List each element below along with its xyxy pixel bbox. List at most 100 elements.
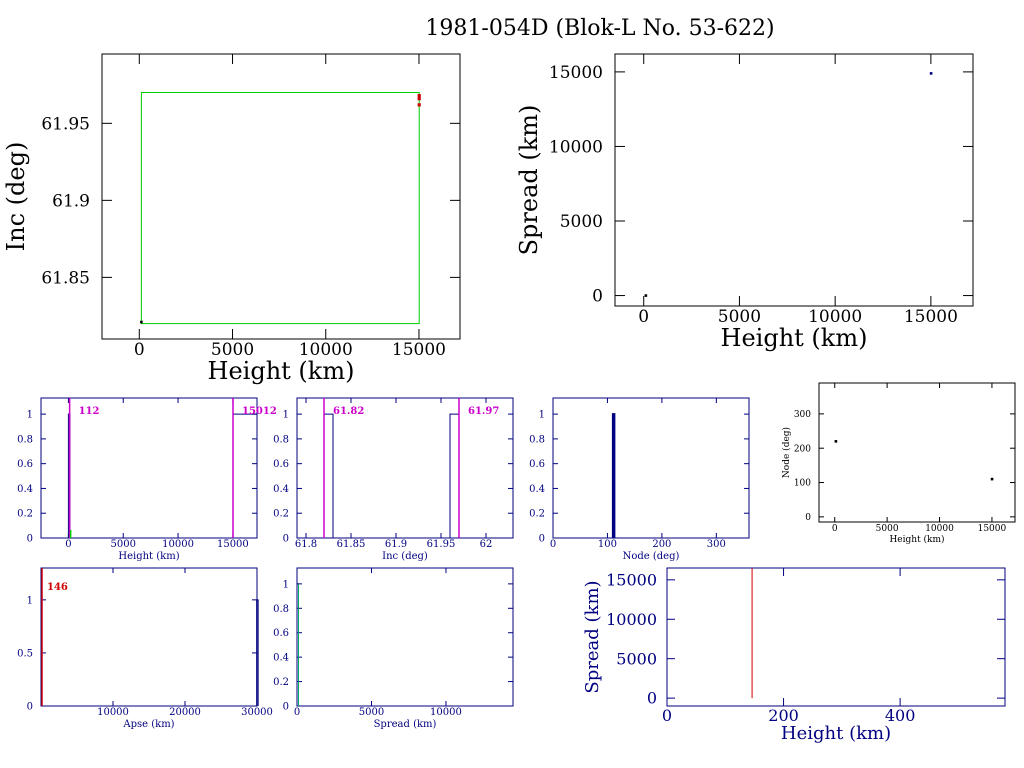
- y-tick-label: 10000: [549, 137, 603, 157]
- panel-inc-hist: 61.8 61.85 61.9 61.95 62 0 0.2 0.4 0.6 0.8 1 Inc (d…: [273, 397, 514, 562]
- x-axis-label: Height (km): [208, 357, 355, 385]
- y-tick-label: 0.4: [529, 484, 545, 495]
- x-tick-label: 5000: [718, 307, 761, 327]
- x-tick-label: 0: [294, 707, 300, 718]
- y-tick-label: 5000: [560, 212, 603, 232]
- panel-node-vs-height: 0 5000 10000 15000 0 100 200 300 Height (km) Node…: [781, 382, 1016, 545]
- y-tick-label: 0.5: [17, 648, 33, 659]
- y-tick-label: 10000: [606, 610, 657, 629]
- x-tick-label: 0: [65, 539, 71, 550]
- y-tick-label: 1: [27, 410, 33, 421]
- x-tick-label: 10000: [808, 307, 862, 327]
- y-tick-label: 1: [539, 410, 545, 421]
- panel-spread-vs-height: 0 5000 10000 15000 0 5000 10000 15000 Height (km…: [515, 53, 974, 352]
- data-point: [417, 103, 421, 107]
- histogram-bar: [323, 413, 334, 538]
- plot-frame: [818, 382, 1016, 523]
- plot-frame: [40, 397, 258, 539]
- y-tick-label: 0: [592, 287, 603, 307]
- y-tick-label: 0.8: [17, 434, 33, 445]
- histogram-bar: [256, 599, 259, 706]
- y-tick-label: 0.2: [273, 677, 289, 688]
- plot-frame: [666, 567, 1006, 707]
- x-axis-label: Spread (km): [374, 719, 437, 730]
- y-tick-label: 0: [805, 513, 811, 523]
- y-tick-label: 0: [27, 534, 33, 545]
- x-tick-label: 61.85: [337, 539, 366, 550]
- x-tick-label: 5000: [876, 524, 899, 534]
- x-tick-label: 300: [707, 539, 726, 550]
- y-axis-label: Inc (deg): [2, 142, 30, 252]
- x-tick-label: 15000: [392, 340, 446, 360]
- panel-node-hist: 0 100 200 300 0 0.2 0.4 0.6 0.8 1 Node (deg): [529, 397, 750, 562]
- y-tick-label: 0: [647, 689, 657, 708]
- y-tick-label: 0: [283, 702, 289, 713]
- y-tick-label: 0.2: [273, 509, 289, 520]
- y-tick-label: 0.8: [273, 434, 289, 445]
- data-point: [990, 477, 994, 481]
- y-tick-label: 0.6: [273, 459, 289, 470]
- data-point: [929, 72, 933, 75]
- x-axis-label: Apse (km): [122, 719, 174, 730]
- x-tick-label: 15000: [978, 524, 1007, 534]
- marker-label: 61.97: [468, 406, 499, 417]
- plot-frame: [101, 53, 461, 340]
- panel-apse-hist: 10000 20000 30000 0 0.5 1 Apse (km) 146: [17, 567, 273, 730]
- x-tick-label: 61.8: [295, 539, 317, 550]
- panel-height-hist: 0 5000 10000 15000 0 0.2 0.4 0.6 0.8 1 Height (km)…: [17, 397, 277, 562]
- y-tick-label: 15000: [549, 63, 603, 83]
- marker-label-red: 146: [47, 582, 68, 593]
- y-tick-label: 1: [283, 410, 289, 421]
- panel-inc-vs-height: 0 5000 10000 15000 61.85 61.9 61.95 Height (km)…: [2, 53, 461, 385]
- y-tick-label: 61.95: [41, 114, 90, 134]
- x-tick-label: 200: [768, 706, 799, 725]
- y-tick-label: 0.4: [273, 484, 289, 495]
- plot-frame: [40, 567, 258, 707]
- y-tick-label: 0.6: [17, 459, 33, 470]
- x-tick-label: 15000: [217, 539, 249, 550]
- x-axis-label: Height (km): [118, 551, 179, 562]
- x-tick-label: 62: [480, 539, 493, 550]
- x-axis-label: Height (km): [781, 723, 891, 744]
- x-tick-label: 30000: [241, 707, 273, 718]
- y-tick-label: 100: [794, 479, 811, 489]
- y-tick-label: 61.85: [41, 268, 90, 288]
- y-tick-label: 1: [283, 579, 289, 590]
- x-axis-label: Inc (deg): [382, 551, 428, 562]
- plot-frame: [614, 53, 974, 307]
- y-tick-label: 0: [283, 534, 289, 545]
- y-tick-label: 0.6: [529, 459, 545, 470]
- x-tick-label: 5000: [111, 539, 136, 550]
- histogram-bar: [449, 413, 460, 538]
- x-tick-label: 10000: [925, 524, 954, 534]
- histogram-bar: [232, 413, 258, 538]
- panel-spread-vs-height-zoom: 0 200 400 0 5000 10000 15000 Height (km) Spread …: [582, 567, 1006, 744]
- y-tick-label: 300: [794, 410, 811, 420]
- x-tick-label: 0: [832, 524, 838, 534]
- x-tick-label: 10000: [162, 539, 194, 550]
- plot-frame: [296, 397, 514, 539]
- data-point: [417, 97, 421, 101]
- y-tick-label: 0.2: [17, 509, 33, 520]
- y-tick-label: 1: [27, 595, 33, 606]
- x-tick-label: 61.95: [427, 539, 456, 550]
- y-tick-label: 5000: [616, 649, 657, 668]
- x-tick-label: 100: [598, 539, 617, 550]
- marker-label: 15012: [242, 406, 277, 417]
- x-tick-label: 10000: [97, 707, 129, 718]
- x-tick-label: 5000: [359, 707, 384, 718]
- x-tick-label: 0: [134, 340, 145, 360]
- x-tick-label: 15000: [904, 307, 958, 327]
- x-tick-label: 61.9: [385, 539, 407, 550]
- x-tick-label: 20000: [169, 707, 201, 718]
- y-axis-label: Node (deg): [781, 427, 792, 478]
- data-point: [644, 294, 648, 297]
- range-box: [140, 92, 420, 325]
- data-point: [417, 93, 421, 98]
- y-tick-label: 0.4: [273, 653, 289, 664]
- histogram-bar: [611, 413, 616, 538]
- plot-frame: [296, 567, 514, 707]
- panel-spread-hist: 0 5000 10000 0 0.2 0.4 0.6 0.8 1 Spread (km): [273, 567, 514, 730]
- marker-label: 112: [79, 406, 100, 417]
